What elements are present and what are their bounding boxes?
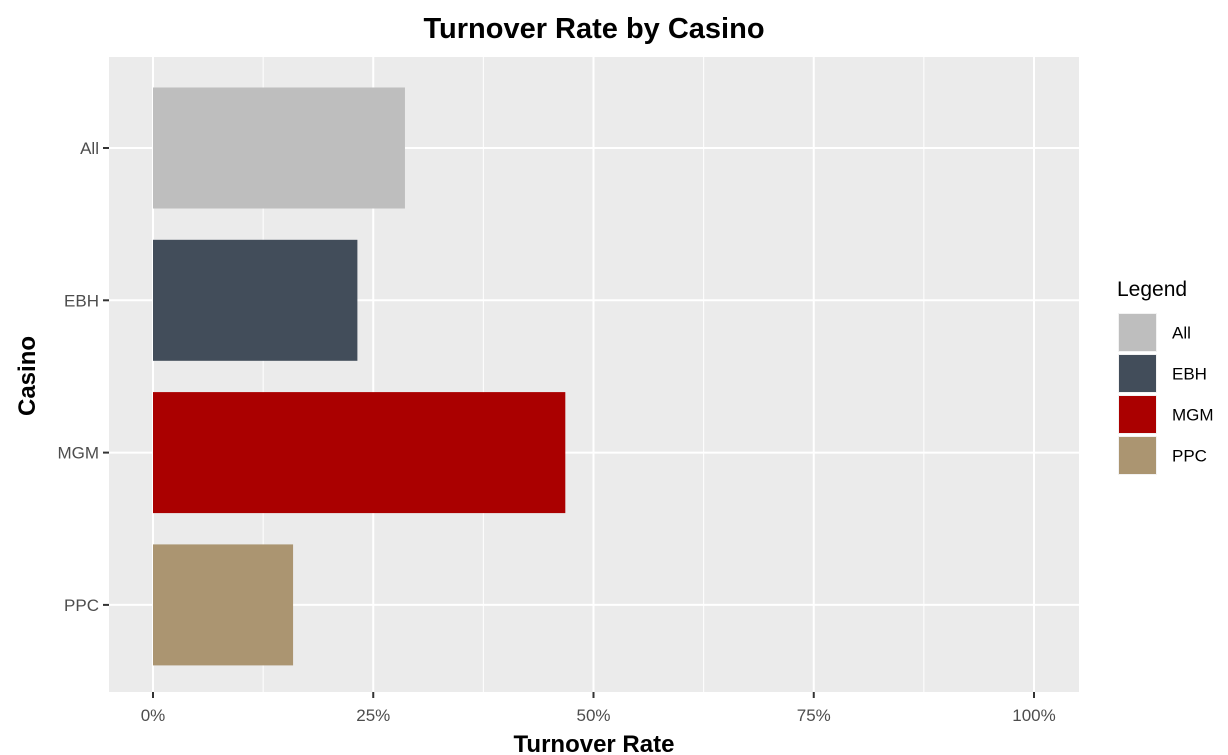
legend-label-ebh: EBH (1172, 365, 1207, 384)
legend-title: Legend (1117, 278, 1187, 301)
y-tick-label-mgm: MGM (57, 444, 99, 463)
legend-label-ppc: PPC (1172, 447, 1207, 466)
legend-label-mgm: MGM (1172, 406, 1214, 425)
y-tick-label-ppc: PPC (64, 596, 99, 615)
bar-mgm (153, 392, 566, 514)
y-tick-label-ebh: EBH (64, 291, 99, 310)
x-axis: 0% 25% 50% 75% 100% (141, 692, 1056, 725)
y-axis: All EBH MGM PPC (57, 139, 109, 615)
bar-ebh (153, 239, 358, 361)
y-axis-title: Casino (14, 336, 41, 416)
legend-swatch-mgm (1119, 396, 1156, 433)
x-tick-label: 0% (141, 706, 166, 725)
x-tick-label: 50% (576, 706, 610, 725)
bar-ppc (153, 544, 294, 666)
legend-swatch-ebh (1119, 355, 1156, 392)
chart-title: Turnover Rate by Casino (423, 13, 764, 45)
y-tick-label-all: All (80, 139, 99, 158)
x-axis-title: Turnover Rate (514, 731, 675, 755)
x-tick-label: 100% (1012, 706, 1055, 725)
legend: Legend All EBH MGM PPC (1117, 278, 1214, 475)
x-tick-label: 75% (797, 706, 831, 725)
legend-label-all: All (1172, 324, 1191, 343)
bars (153, 87, 566, 666)
legend-swatch-ppc (1119, 437, 1156, 474)
bar-all (153, 87, 405, 209)
x-tick-label: 25% (356, 706, 390, 725)
legend-swatch-all (1119, 314, 1156, 351)
